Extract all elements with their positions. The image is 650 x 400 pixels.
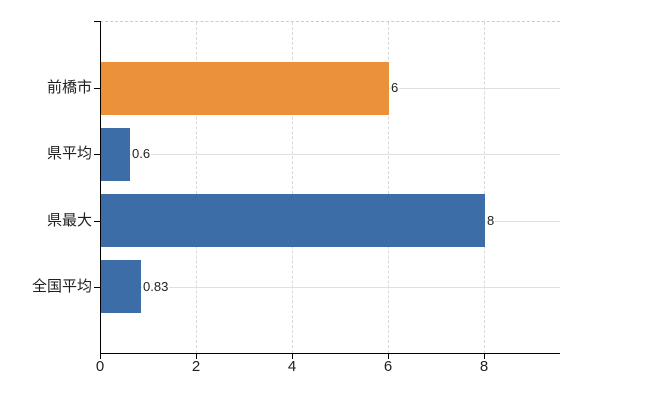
bar-value-label: 8	[486, 213, 496, 229]
x-axis-tick	[196, 354, 197, 359]
y-axis-tick	[94, 88, 100, 89]
bar	[101, 128, 130, 181]
bar-value-label: 6	[390, 80, 400, 96]
category-label: 全国平均	[31, 278, 92, 295]
gridline-vertical	[292, 22, 293, 353]
gridline-vertical	[388, 22, 389, 353]
category-label: 県最大	[46, 212, 92, 229]
gridline-vertical	[196, 22, 197, 353]
bar	[101, 260, 141, 313]
y-axis-tick	[94, 287, 100, 288]
x-axis-tick-label: 8	[479, 358, 489, 375]
bar-value-label: 0.6	[131, 146, 152, 162]
y-axis-line	[100, 21, 101, 353]
x-axis-tick	[100, 354, 101, 359]
x-axis-tick	[292, 354, 293, 359]
y-axis-top-tick	[94, 21, 100, 22]
gridline-horizontal	[100, 154, 560, 155]
bar	[101, 62, 389, 115]
x-axis-tick-label: 6	[383, 358, 393, 375]
gridline-vertical	[484, 22, 485, 353]
bar-value-label: 0.83	[142, 279, 170, 295]
x-axis-tick-label: 2	[191, 358, 201, 375]
x-axis-tick-label: 4	[287, 358, 297, 375]
bar	[101, 194, 485, 247]
plot-top-border	[100, 21, 560, 22]
x-axis-line	[100, 353, 560, 354]
y-axis-tick	[94, 154, 100, 155]
gridline-horizontal	[100, 287, 560, 288]
x-axis-tick	[484, 354, 485, 359]
category-label: 前橋市	[46, 79, 92, 96]
y-axis-tick	[94, 221, 100, 222]
category-label: 県平均	[46, 145, 92, 162]
x-axis-tick	[388, 354, 389, 359]
x-axis-tick-label: 0	[95, 358, 105, 375]
